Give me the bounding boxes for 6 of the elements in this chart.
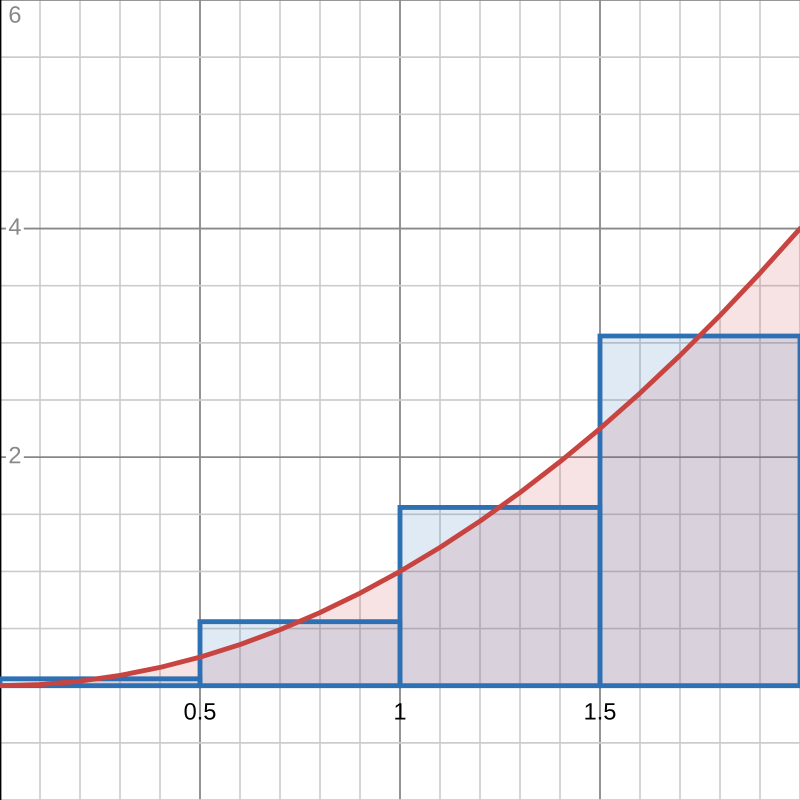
x-tick-label: 0.5 <box>184 703 216 720</box>
x-tick-label: 1.5 <box>585 703 616 720</box>
y-tick-label: 2 <box>10 446 20 464</box>
y-tick-label: 4 <box>8 218 21 235</box>
y-tick-label: 6 <box>10 6 20 23</box>
x-tick-label: 1 <box>395 703 406 720</box>
